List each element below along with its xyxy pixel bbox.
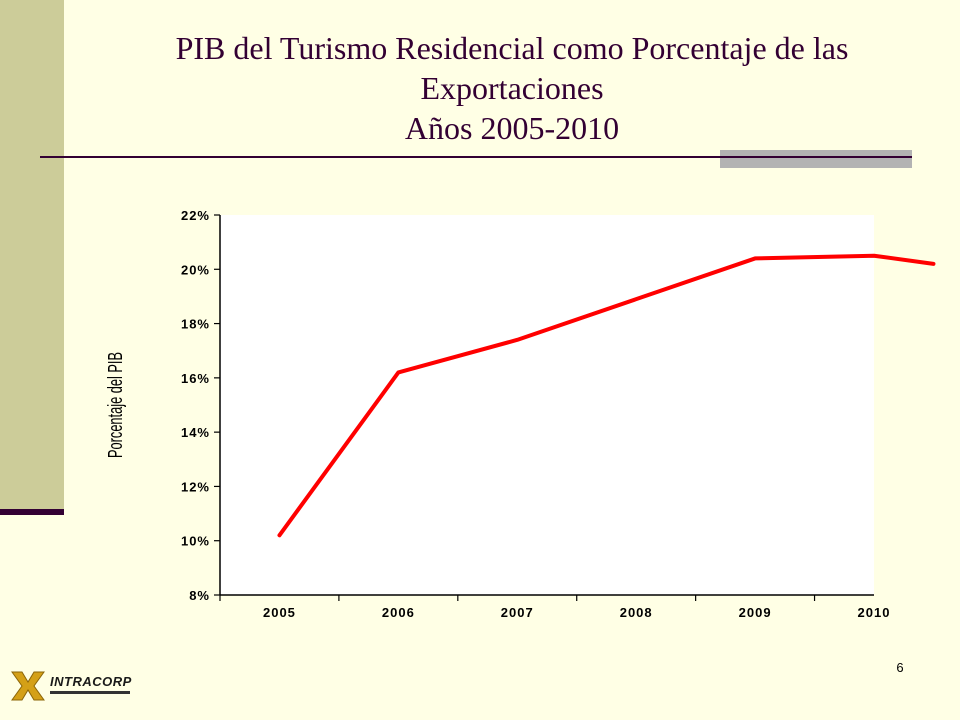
y-tick-label: 18% — [181, 317, 210, 332]
y-tick-label: 8% — [189, 588, 210, 603]
title-rule-accent-line — [720, 156, 912, 158]
y-tick-label: 14% — [181, 425, 210, 440]
slide-title: PIB del Turismo Residencial como Porcent… — [64, 28, 960, 148]
y-tick-label: 20% — [181, 262, 210, 277]
left-accent-bar — [0, 0, 64, 510]
y-tick-labels: 8% 10% 12% 14% 16% 18% 20% 22% — [181, 208, 210, 603]
title-line-3: Años 2005-2010 — [404, 110, 620, 146]
y-tick-label: 22% — [181, 208, 210, 223]
left-accent-underline — [0, 509, 64, 515]
logo-name: INTRACORP — [50, 674, 132, 689]
page-number: 6 — [896, 660, 904, 675]
x-tick-label: 2007 — [501, 605, 534, 620]
title-rule — [40, 156, 912, 158]
y-axis-title: Porcentaje del PIB — [104, 352, 127, 458]
x-tick-label: 2006 — [382, 605, 415, 620]
title-rule-accent — [720, 150, 912, 168]
series-group — [277, 253, 936, 538]
x-tick-label: 2010 — [858, 605, 891, 620]
x-tick-label: 2009 — [739, 605, 772, 620]
intracorp-logo: INTRACORP — [8, 666, 158, 710]
logo-subline — [50, 691, 130, 694]
title-line-1: PIB del Turismo Residencial como Porcent… — [175, 30, 849, 66]
logo-mark-icon — [11, 671, 45, 701]
y-tick-label: 16% — [181, 371, 210, 386]
x-tick-label: 2008 — [620, 605, 653, 620]
y-tick-label: 10% — [181, 534, 210, 549]
title-line-2: Exportaciones — [420, 70, 604, 106]
x-tick-labels: 2005 2006 2007 2008 2009 2010 — [263, 605, 891, 620]
plot-area — [220, 215, 874, 595]
chart-axes — [214, 214, 874, 601]
y-tick-label: 12% — [181, 479, 210, 494]
x-tick-label: 2005 — [263, 605, 296, 620]
